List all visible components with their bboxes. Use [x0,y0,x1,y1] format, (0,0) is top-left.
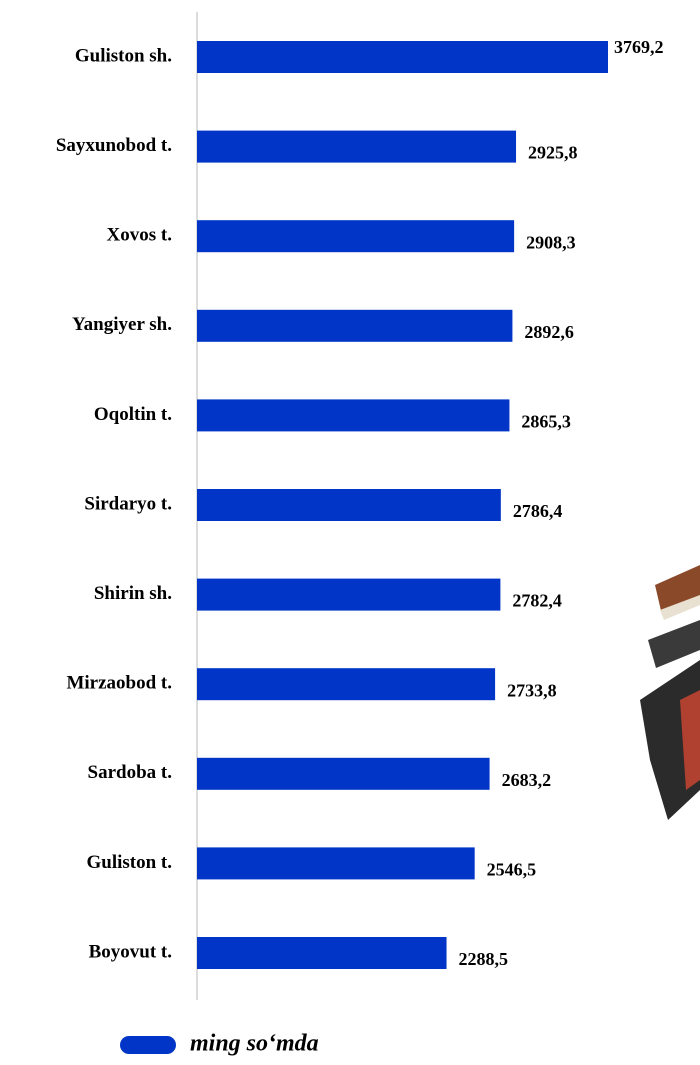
category-label: Boyovut t. [89,941,172,962]
value-label: 2288,5 [459,949,509,969]
bar [197,847,475,880]
legend-swatch [120,1036,176,1054]
bar [197,309,513,342]
bar [197,220,515,253]
bar [197,130,517,163]
bar [197,41,608,73]
category-label: Sayxunobod t. [56,135,172,156]
value-label: 2733,8 [507,680,557,700]
value-label: 2546,5 [487,860,536,880]
category-label: Yangiyer sh. [72,314,172,335]
category-label: Mirzaobod t. [66,673,172,694]
bar [197,399,510,432]
value-label: 2683,2 [502,770,551,790]
category-label: Guliston t. [86,852,172,873]
bar [197,937,447,969]
category-label: Shirin sh. [94,583,172,604]
value-label: 2782,4 [512,591,562,611]
category-label: Sirdaryo t. [84,493,172,514]
category-label: Sardoba t. [88,762,172,783]
value-label: 2786,4 [513,501,563,521]
category-label: Guliston sh. [75,45,172,66]
value-label: 2925,8 [528,143,578,163]
legend-label: ming so‘mda [190,1031,319,1057]
value-label: 2908,3 [526,232,576,252]
value-label: 2865,3 [521,412,571,432]
category-label: Xovos t. [107,225,172,246]
bar [197,757,490,790]
bar [197,489,501,521]
bar [197,578,501,611]
books-illustration [640,565,700,820]
value-label: 2892,6 [524,322,574,342]
value-label: 3769,2 [614,37,664,57]
bar [197,668,496,701]
category-label: Oqoltin t. [94,404,172,425]
